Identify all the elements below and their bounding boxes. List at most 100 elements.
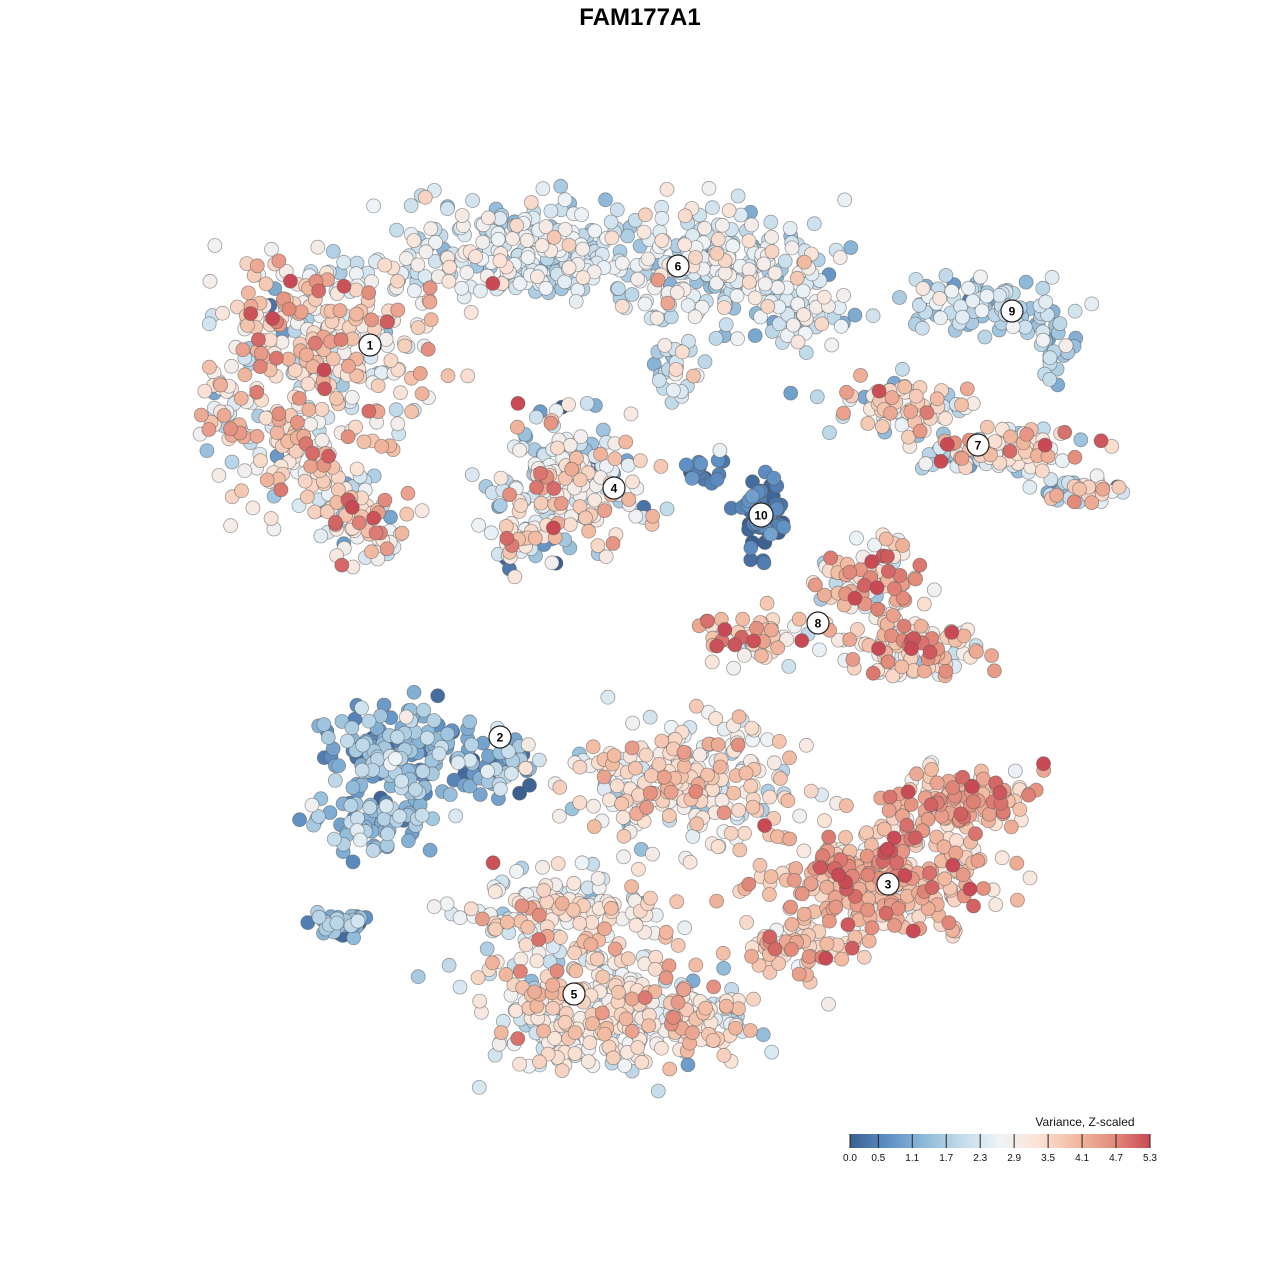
cell-point xyxy=(311,909,327,925)
cell-point xyxy=(450,755,466,771)
cell-point xyxy=(329,391,344,406)
cell-point xyxy=(1049,488,1064,503)
cell-point xyxy=(316,362,332,378)
cell-point xyxy=(878,905,894,921)
cell-point xyxy=(582,1035,598,1051)
cell-point xyxy=(344,720,360,736)
cell-point xyxy=(350,913,366,929)
cell-point xyxy=(609,778,625,794)
cell-point xyxy=(624,740,640,756)
cell-point xyxy=(403,198,419,214)
cell-point xyxy=(651,373,667,388)
cell-point xyxy=(535,859,550,875)
cell-point xyxy=(767,941,783,957)
cell-point xyxy=(564,461,580,477)
cell-point xyxy=(663,784,679,800)
cell-point xyxy=(485,855,501,871)
cell-point xyxy=(654,733,670,749)
cell-point xyxy=(399,506,415,522)
cell-point xyxy=(614,796,629,812)
cell-point xyxy=(304,797,320,813)
cell-point xyxy=(879,841,895,857)
cell-point xyxy=(816,289,832,305)
cell-point xyxy=(783,899,798,915)
cell-point xyxy=(697,354,713,370)
cell-point xyxy=(538,280,554,296)
cell-point xyxy=(785,317,801,333)
cell-point xyxy=(723,825,739,841)
cell-point xyxy=(642,785,658,801)
cell-point xyxy=(512,1056,527,1072)
cell-point xyxy=(757,818,772,833)
cluster-label: 5 xyxy=(562,982,586,1006)
cell-point xyxy=(620,951,636,967)
cell-point xyxy=(618,434,634,450)
cell-point xyxy=(350,810,365,826)
cell-point xyxy=(636,224,652,240)
cell-point xyxy=(223,421,238,437)
cell-point xyxy=(680,1057,696,1073)
cell-point xyxy=(912,423,928,439)
cell-point xyxy=(961,280,976,296)
cell-point xyxy=(607,941,623,957)
cell-point xyxy=(428,234,444,250)
cell-point xyxy=(1035,332,1051,348)
cell-point xyxy=(726,660,741,676)
legend-tick-label: 2.3 xyxy=(973,1153,987,1164)
cell-point xyxy=(992,785,1008,801)
cell-point xyxy=(641,1018,657,1033)
cell-point xyxy=(896,618,912,634)
cell-point xyxy=(593,446,608,462)
cell-point xyxy=(624,879,639,894)
cell-point xyxy=(812,642,827,658)
cell-point xyxy=(574,855,590,871)
cell-point xyxy=(628,760,643,776)
cell-point xyxy=(211,467,227,483)
cell-point xyxy=(536,882,552,898)
cell-point xyxy=(744,217,759,233)
cell-point xyxy=(709,245,725,261)
cell-point xyxy=(984,648,999,663)
cell-point xyxy=(776,519,791,535)
cell-point xyxy=(923,797,939,813)
cell-point xyxy=(557,274,572,290)
cell-point xyxy=(731,802,747,818)
cell-point xyxy=(479,941,495,957)
cell-point xyxy=(600,689,616,705)
cell-point xyxy=(797,254,812,270)
cell-point xyxy=(922,644,938,660)
cell-point xyxy=(762,887,777,902)
cell-point xyxy=(356,434,372,450)
cell-point xyxy=(747,290,763,306)
cell-point xyxy=(688,784,704,799)
cell-point xyxy=(965,779,980,795)
cell-point xyxy=(632,453,648,469)
cell-point xyxy=(1073,432,1089,448)
cell-point xyxy=(709,472,725,488)
cell-point xyxy=(789,270,805,286)
cell-point xyxy=(389,222,405,238)
cell-point xyxy=(586,798,601,814)
cell-point xyxy=(894,659,910,675)
cell-point xyxy=(924,762,939,777)
legend-tick-label: 0.5 xyxy=(871,1153,885,1164)
cell-point xyxy=(390,416,406,432)
cluster-label-text: 6 xyxy=(675,260,682,274)
cell-point xyxy=(487,884,503,900)
cell-point xyxy=(847,590,863,606)
cell-point xyxy=(747,328,763,344)
cell-point xyxy=(589,951,605,967)
cell-point xyxy=(249,258,265,274)
cell-point xyxy=(490,231,506,247)
cell-point xyxy=(821,829,837,845)
cell-point xyxy=(355,737,371,753)
cell-point xyxy=(752,857,768,873)
cell-point xyxy=(575,241,591,257)
cell-point xyxy=(493,470,509,486)
cell-point xyxy=(881,803,897,818)
cell-point xyxy=(557,221,573,237)
cell-point xyxy=(794,886,810,902)
cell-point xyxy=(828,899,844,915)
cell-point xyxy=(743,540,759,556)
cluster-label-text: 8 xyxy=(815,617,822,631)
